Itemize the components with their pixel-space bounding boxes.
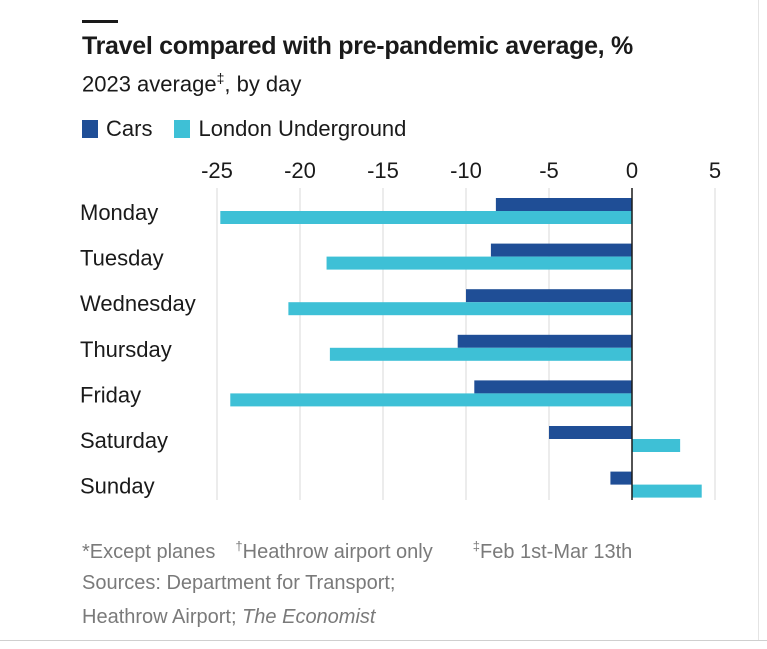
category-label: Wednesday [80,291,196,316]
bar-underground [288,302,632,316]
category-label: Thursday [80,337,172,362]
subtitle-footnote-mark: ‡ [216,70,225,86]
legend-swatch-cars [82,120,98,138]
bar-cars [490,243,632,257]
category-label: Monday [80,200,158,225]
bar-cars [495,198,632,211]
subtitle-text: 2023 average [82,71,217,97]
legend-item-underground: London Underground [174,116,406,142]
footnotes: *Except planes †Heathrow airport only ‡Feb… [82,538,672,564]
bar-cars [610,471,632,485]
x-tick-label: -10 [450,158,482,183]
sources-line-1: Sources: Department for Transport; [82,572,396,594]
footnote-dagger-mark: † [235,538,243,553]
legend-swatch-underground [174,120,191,138]
legend: Cars London Underground [82,116,428,142]
subtitle-suffix: , by day [224,71,302,97]
category-label: Friday [80,382,141,407]
x-tick-label: -15 [367,158,399,183]
sources-economist: The Economist [242,606,376,628]
x-tick-label: -5 [539,158,559,183]
category-label: Saturday [80,428,168,453]
x-tick-label: 0 [626,158,638,183]
footnote-dates: ‡Feb 1st-Mar 13th [472,538,653,563]
legend-label-underground: London Underground [198,116,407,141]
bar-underground [329,347,632,361]
footnote-heathrow-text: Heathrow airport only [242,540,433,563]
x-tick-label: 5 [709,158,721,183]
bar-cars [549,426,632,439]
x-tick-label: -25 [201,158,233,183]
category-label: Sunday [80,474,155,499]
bar-cars [474,380,632,394]
bar-underground [220,211,632,224]
sources-line-2: Heathrow Airport; The Economist [82,606,375,629]
bar-underground [632,439,681,452]
sources-heathrow: Heathrow Airport; [82,606,243,628]
footnote-dates-text: Feb 1st-Mar 13th [479,540,633,563]
right-border [758,0,759,640]
bar-underground [326,256,632,270]
footnote-heathrow: †Heathrow airport only [235,538,452,563]
bar-underground [230,393,632,407]
chart-subtitle: 2023 average‡, by day [82,70,301,97]
legend-label-cars: Cars [106,116,153,141]
bottom-border [0,640,767,641]
chart-title: Travel compared with pre-pandemic averag… [82,32,633,60]
bar-underground [632,484,702,498]
legend-item-cars: Cars [82,116,152,142]
bar-cars [466,289,632,303]
bar-cars [457,334,632,348]
x-tick-label: -20 [284,158,316,183]
footnote-double-dagger-mark: ‡ [472,538,480,553]
category-label: Tuesday [80,246,164,271]
footnote-except-planes: *Except planes [82,540,216,563]
top-rule [82,20,118,23]
